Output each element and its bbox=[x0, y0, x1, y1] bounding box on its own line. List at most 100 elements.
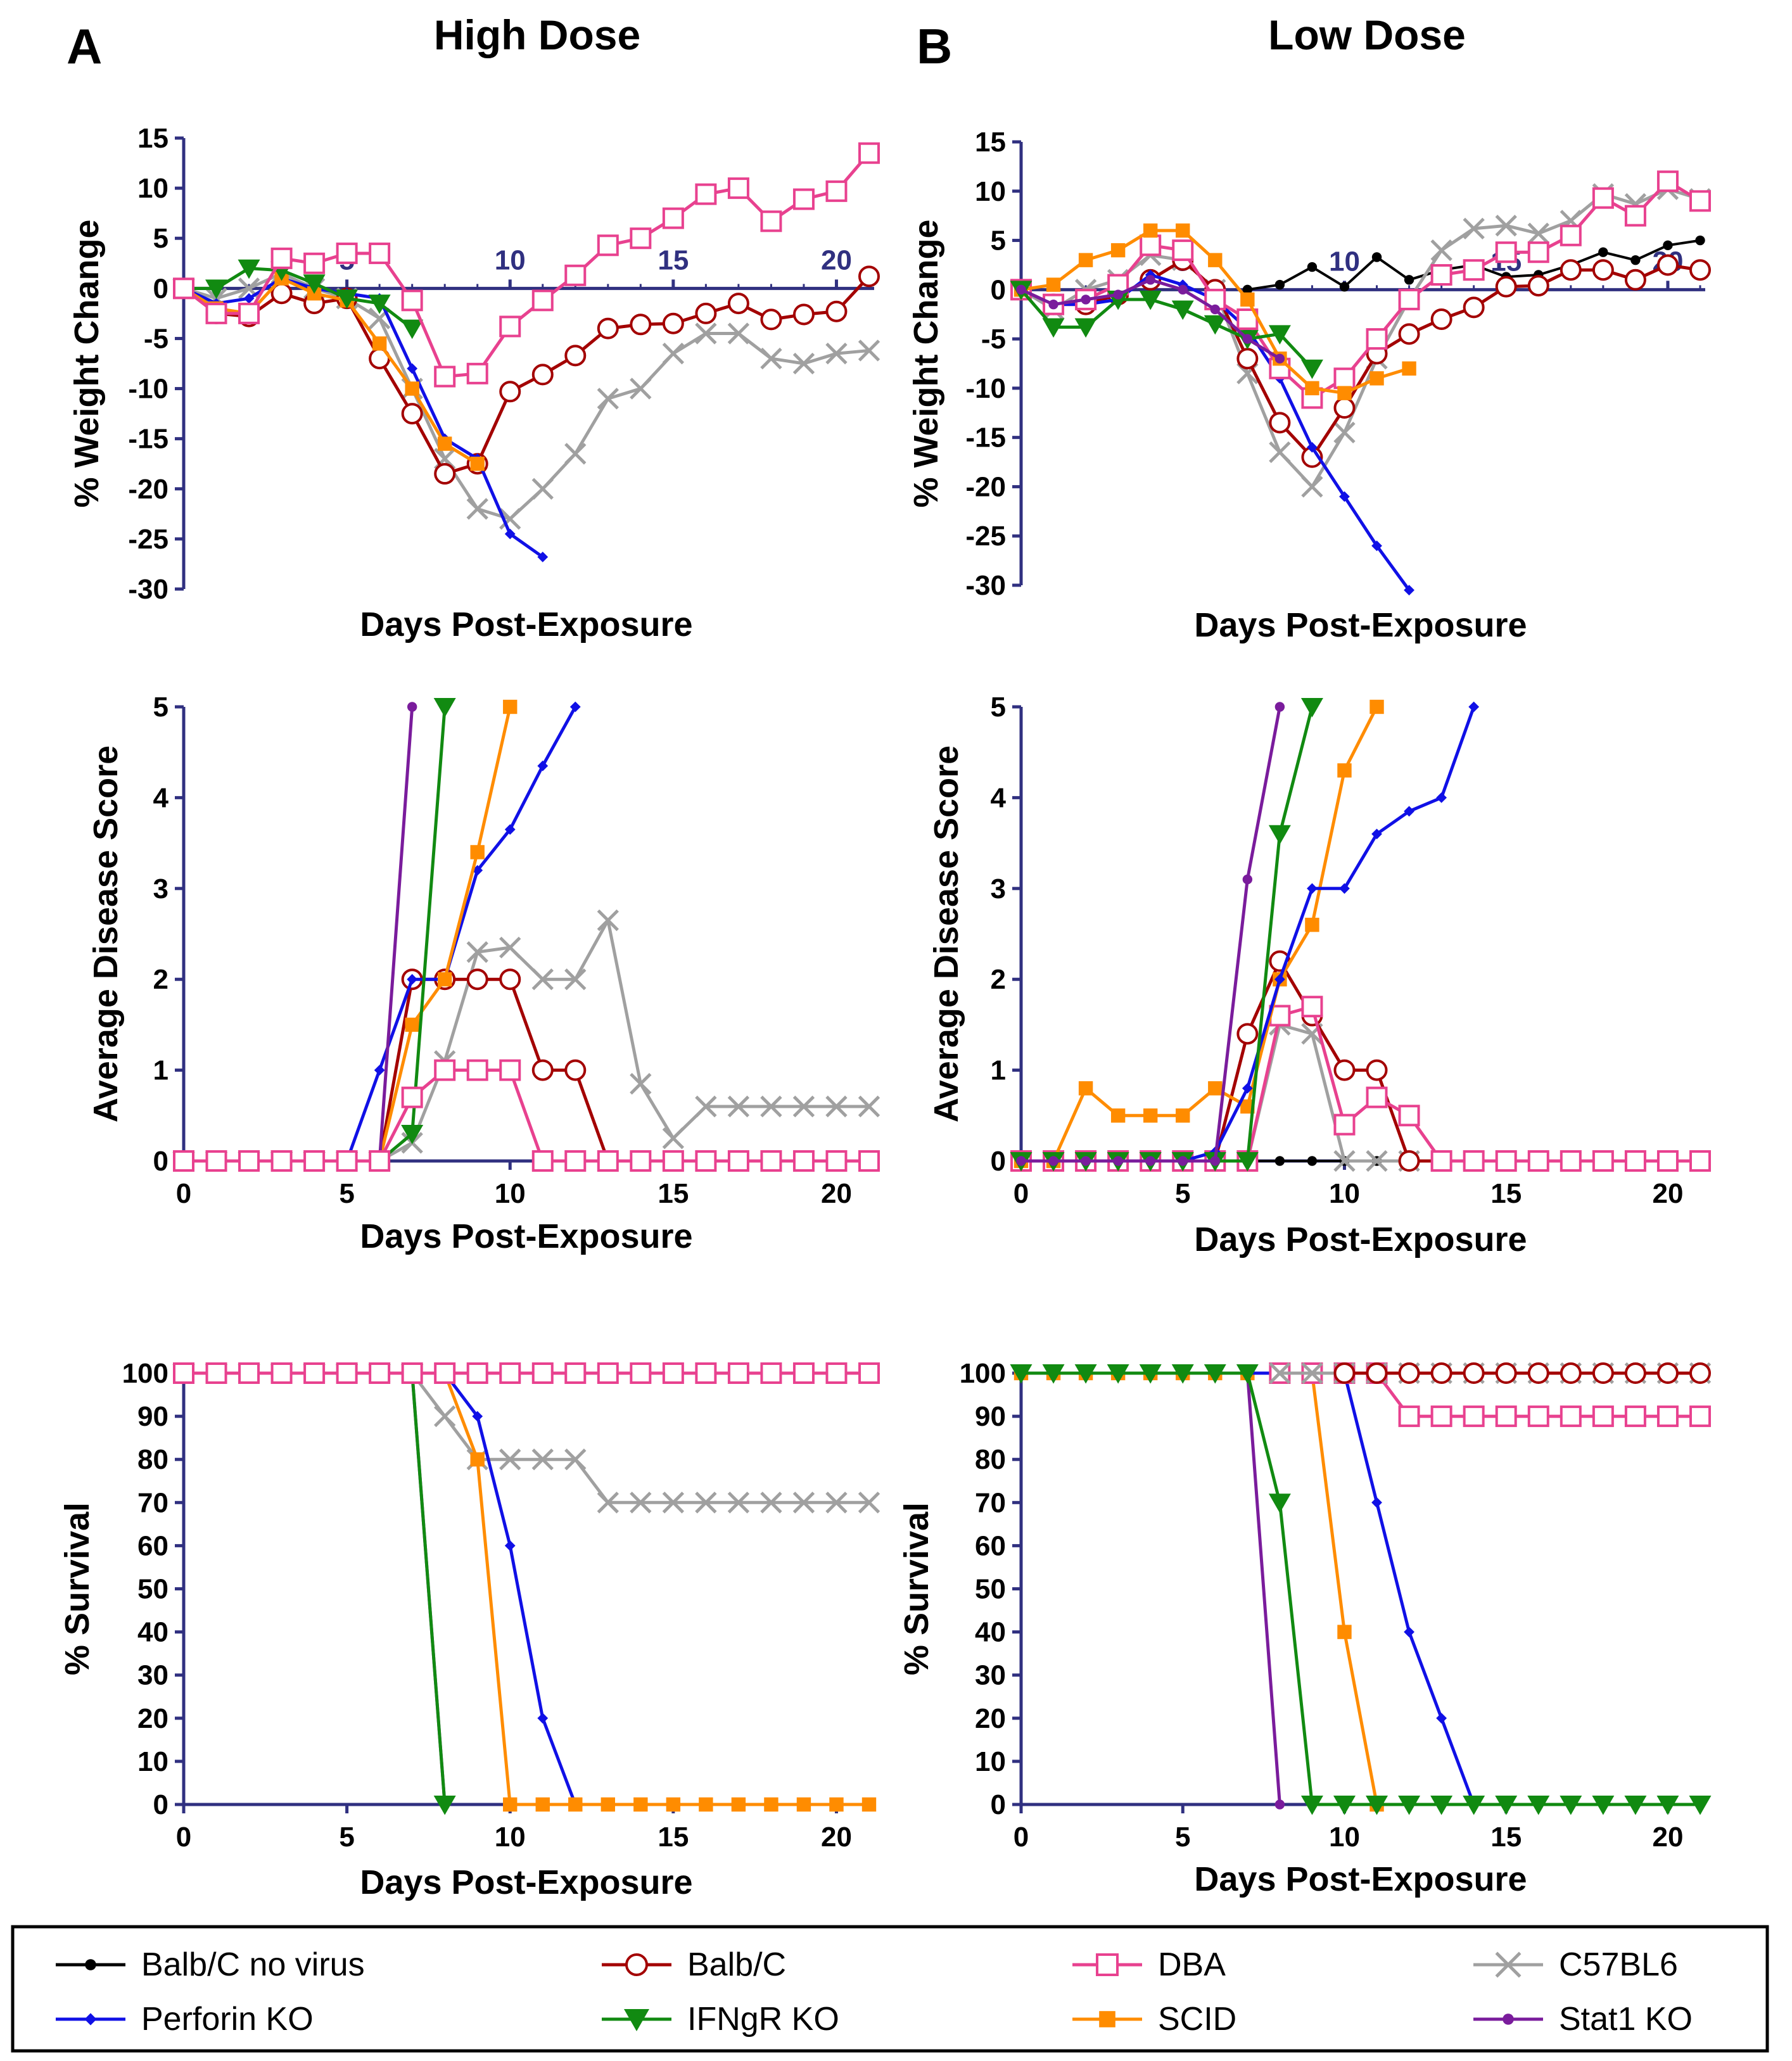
data-point bbox=[1307, 262, 1318, 272]
data-point bbox=[695, 1150, 717, 1172]
data-point bbox=[760, 1362, 782, 1384]
data-point bbox=[1463, 259, 1485, 281]
data-point bbox=[1081, 295, 1091, 305]
data-point bbox=[597, 234, 619, 257]
data-point bbox=[472, 865, 483, 876]
data-point bbox=[173, 1362, 194, 1384]
data-point bbox=[1081, 1156, 1091, 1166]
data-point bbox=[1624, 1150, 1646, 1172]
legend-box bbox=[11, 1925, 1769, 2053]
data-point bbox=[858, 1095, 880, 1118]
data-point bbox=[1242, 284, 1253, 295]
data-point bbox=[466, 1059, 488, 1081]
data-point bbox=[1495, 241, 1517, 263]
data-point bbox=[401, 319, 424, 339]
data-point bbox=[1300, 698, 1323, 718]
data-point bbox=[1398, 1405, 1420, 1428]
series-stat1 bbox=[1016, 1368, 1285, 1810]
data-point bbox=[1240, 292, 1255, 307]
data-point bbox=[1527, 1405, 1549, 1428]
data-point bbox=[1398, 323, 1420, 345]
legend-item-ifngr: IFNgR KO bbox=[602, 2001, 839, 2038]
data-point bbox=[1630, 255, 1641, 265]
x-tick-label: 20 bbox=[821, 1822, 852, 1853]
y-tick-label: -20 bbox=[128, 474, 168, 505]
data-point bbox=[1016, 1156, 1026, 1166]
y-tick-label: 5 bbox=[153, 223, 168, 254]
x-tick-label: 15 bbox=[1490, 1822, 1522, 1853]
series-line bbox=[184, 1371, 869, 1806]
y-tick-label: -30 bbox=[965, 570, 1006, 601]
data-point bbox=[1110, 1108, 1126, 1123]
series-balbc bbox=[1010, 950, 1711, 1172]
y-tick-label: 5 bbox=[153, 692, 168, 723]
series-line bbox=[184, 918, 869, 1163]
data-point bbox=[1463, 1150, 1485, 1172]
x-tick-label: 0 bbox=[1014, 1822, 1029, 1853]
y-tick-label: 70 bbox=[137, 1487, 168, 1518]
x-tick-label: 0 bbox=[1014, 1178, 1029, 1209]
data-point bbox=[1307, 1156, 1318, 1166]
data-point bbox=[336, 289, 359, 309]
data-point bbox=[537, 1713, 549, 1724]
y-tick-label: -20 bbox=[965, 471, 1006, 502]
data-point bbox=[1337, 386, 1352, 400]
data-point bbox=[1430, 1150, 1452, 1172]
data-point bbox=[825, 343, 848, 365]
data-point bbox=[1236, 348, 1259, 370]
y-tick-label: -10 bbox=[128, 374, 168, 405]
series-stat1 bbox=[1016, 275, 1285, 364]
series-dba bbox=[173, 142, 880, 388]
series-ifngr bbox=[1010, 698, 1323, 1172]
y-tick-label: 50 bbox=[137, 1574, 168, 1605]
data-point bbox=[1398, 1150, 1420, 1172]
data-point bbox=[1495, 276, 1517, 298]
series-line bbox=[1021, 960, 1700, 1163]
series-line bbox=[184, 706, 512, 1163]
y-tick-label: 20 bbox=[137, 1703, 168, 1734]
data-point bbox=[434, 1362, 456, 1384]
data-point bbox=[1495, 215, 1517, 237]
data-point bbox=[499, 1449, 521, 1471]
y-tick-label: -30 bbox=[128, 574, 168, 605]
data-point bbox=[1274, 353, 1285, 364]
data-point bbox=[407, 973, 418, 985]
data-point bbox=[1592, 259, 1614, 281]
panel-title-b: Low Dose bbox=[1268, 11, 1466, 58]
data-point bbox=[238, 1150, 260, 1172]
x-axis-label: Days Post-Exposure bbox=[1194, 606, 1527, 644]
legend-label: DBA bbox=[1158, 1946, 1226, 1983]
data-point bbox=[792, 1362, 815, 1384]
data-point bbox=[434, 1059, 456, 1081]
x-tick-label: 5 bbox=[339, 1178, 354, 1209]
data-point bbox=[270, 1150, 293, 1172]
data-point bbox=[1430, 239, 1452, 262]
data-point bbox=[1689, 190, 1711, 212]
data-point bbox=[1242, 334, 1253, 344]
data-point bbox=[760, 308, 782, 331]
data-point bbox=[1371, 540, 1382, 552]
data-point bbox=[1495, 1362, 1517, 1384]
series-ifngr bbox=[1010, 1364, 1712, 1815]
data-point bbox=[1404, 806, 1414, 817]
data-point bbox=[1560, 1796, 1582, 1815]
data-point bbox=[597, 909, 619, 932]
y-tick-label: 30 bbox=[137, 1660, 168, 1691]
y-tick-label: -25 bbox=[965, 521, 1006, 552]
data-point bbox=[466, 498, 488, 520]
data-point bbox=[1176, 223, 1190, 238]
data-point bbox=[1430, 1362, 1452, 1384]
x-tick-label: 15 bbox=[658, 244, 689, 276]
data-point bbox=[1333, 1796, 1356, 1815]
data-point bbox=[1689, 1362, 1711, 1384]
data-point bbox=[1689, 1796, 1712, 1815]
data-point bbox=[1139, 1364, 1162, 1384]
series-dba bbox=[173, 1059, 880, 1172]
series-stat1 bbox=[179, 702, 417, 1166]
data-point bbox=[499, 381, 521, 403]
data-point bbox=[695, 1095, 717, 1118]
y-tick-label: 0 bbox=[153, 1789, 168, 1820]
